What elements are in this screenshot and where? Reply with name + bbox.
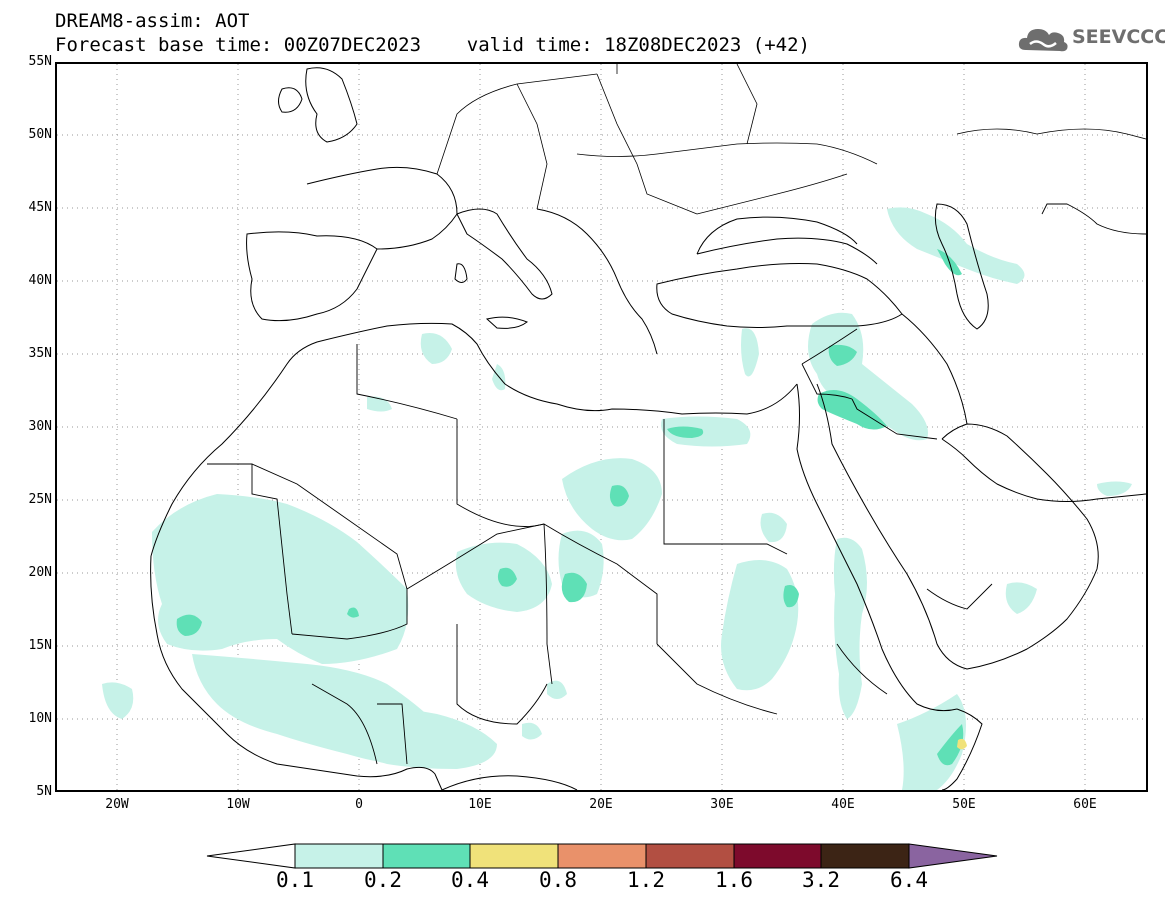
forecast-time-line: Forecast base time: 00Z07DEC2023 valid t… xyxy=(55,34,810,56)
lon-label-10w: 10W xyxy=(226,797,250,812)
lat-label-40n: 40N xyxy=(28,273,52,288)
aot-layer-mid xyxy=(176,249,964,766)
lon-label-0: 0 xyxy=(355,797,363,812)
coastlines xyxy=(150,67,1146,790)
aot-layer-low xyxy=(102,207,1132,790)
lon-label-30e: 30E xyxy=(710,797,734,812)
lat-label-10n: 10N xyxy=(28,711,52,726)
seevccc-logo: SEEVCCC xyxy=(1016,20,1165,60)
colorbar-label: 1.6 xyxy=(715,868,753,892)
colorbar xyxy=(206,843,998,869)
lat-label-25n: 25N xyxy=(28,492,52,507)
cloud-icon xyxy=(1018,29,1068,52)
colorbar-bin-0.2 xyxy=(382,843,471,869)
lon-label-50e: 50E xyxy=(952,797,976,812)
colorbar-label: 6.4 xyxy=(890,868,928,892)
colorbar-label: 0.4 xyxy=(451,868,489,892)
lon-label-40e: 40E xyxy=(831,797,855,812)
colorbar-upper-arrow xyxy=(908,843,998,869)
logo-text: SEEVCCC xyxy=(1072,26,1165,48)
colorbar-bin-0.1 xyxy=(294,843,384,869)
lon-label-60e: 60E xyxy=(1073,797,1097,812)
colorbar-bin-0.4 xyxy=(469,843,559,869)
map-panel xyxy=(55,62,1148,792)
lat-label-55n: 55N xyxy=(28,54,52,69)
colorbar-bin-1.2 xyxy=(645,843,735,869)
aot-map xyxy=(57,64,1146,790)
lat-label-5n: 5N xyxy=(36,784,52,799)
lat-label-15n: 15N xyxy=(28,638,52,653)
lat-label-45n: 45N xyxy=(28,200,52,215)
colorbar-bin-1.6 xyxy=(733,843,822,869)
europe-borders xyxy=(436,64,1146,215)
colorbar-label: 0.1 xyxy=(276,868,314,892)
lon-label-20e: 20E xyxy=(589,797,613,812)
lon-label-20w: 20W xyxy=(105,797,129,812)
borders xyxy=(207,203,1146,765)
lat-label-35n: 35N xyxy=(28,346,52,361)
colorbar-label: 3.2 xyxy=(802,868,840,892)
colorbar-label: 0.8 xyxy=(539,868,577,892)
colorbar-lower-arrow xyxy=(206,843,296,869)
lat-label-50n: 50N xyxy=(28,127,52,142)
aot-layer-high xyxy=(957,738,967,750)
colorbar-label: 0.2 xyxy=(364,868,402,892)
colorbar-label: 1.2 xyxy=(627,868,665,892)
map-title: DREAM8-assim: AOT xyxy=(55,10,250,32)
lat-label-20n: 20N xyxy=(28,565,52,580)
lon-label-10e: 10E xyxy=(468,797,492,812)
colorbar-bin-3.2 xyxy=(820,843,910,869)
lat-label-30n: 30N xyxy=(28,419,52,434)
colorbar-bin-0.8 xyxy=(557,843,647,869)
